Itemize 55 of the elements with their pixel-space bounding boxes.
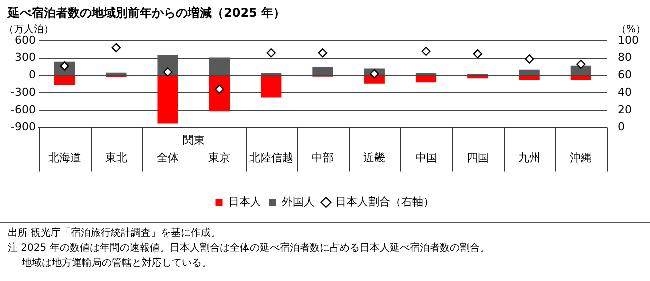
bar xyxy=(54,76,76,85)
bar xyxy=(519,76,540,80)
bar xyxy=(416,76,437,83)
legend-label: 日本人割合（右軸） xyxy=(335,195,434,208)
bar xyxy=(468,76,488,79)
point xyxy=(576,60,586,70)
y2-tick-label: 0 xyxy=(618,120,626,134)
y2-tick-label: 60 xyxy=(618,68,632,82)
point xyxy=(370,69,380,79)
x-tick-label: 九州 xyxy=(518,151,541,164)
point xyxy=(112,43,122,53)
text: 注 2025 年の数値は年間の速報値。日本人割合は全体の延べ宿泊者数に占める日本人延べ宿泊者数の割合。 xyxy=(8,242,491,256)
legend-label: 日本人 xyxy=(228,195,262,208)
text: 出所 観光庁「宿泊旅行統計調査」を基に作成。 xyxy=(8,226,222,241)
y-axis-title: （万人泊） xyxy=(4,24,54,36)
bar xyxy=(209,76,230,112)
bar xyxy=(158,76,178,124)
x-tick-label: 近畿 xyxy=(364,151,386,164)
x-tick-label: 中国 xyxy=(415,151,438,164)
y2-tick-label: 80 xyxy=(618,51,632,64)
y-tick-label: 600 xyxy=(14,34,36,47)
y2-axis-title: （%） xyxy=(616,24,646,36)
y-tick-label: -300 xyxy=(10,86,36,99)
y-tick-label: -600 xyxy=(10,103,36,116)
x-tick-label: 沖縄 xyxy=(570,151,592,164)
text: 地域は地方運輸局の管轄と対応している。 xyxy=(21,256,213,271)
x-tick-label: 東京 xyxy=(208,151,231,164)
bar xyxy=(261,76,282,98)
y-tick-label: 300 xyxy=(14,51,36,64)
y2-tick-label: 20 xyxy=(618,103,632,116)
text: 関東 xyxy=(182,134,205,148)
x-tick-label: 四国 xyxy=(466,151,489,164)
bar xyxy=(312,67,334,76)
y-tick-label: -900 xyxy=(10,120,36,134)
y2-tick-label: 40 xyxy=(618,86,632,99)
x-tick-label: 全体 xyxy=(157,151,180,164)
bar xyxy=(570,66,592,76)
point xyxy=(422,46,431,56)
bar xyxy=(364,76,385,84)
point xyxy=(473,49,483,59)
bar xyxy=(209,58,230,76)
x-tick-label: 中部 xyxy=(312,151,334,164)
bar xyxy=(519,70,540,76)
x-tick-label: 東北 xyxy=(105,151,128,164)
point xyxy=(266,48,276,58)
bar xyxy=(570,76,592,80)
x-tick-label: 北陸信越 xyxy=(249,151,294,164)
point xyxy=(524,54,534,64)
legend-label: 外国人 xyxy=(282,195,315,208)
chart-title: 延べ宿泊者数の地域別前年からの増減（2025 年） xyxy=(6,5,287,22)
x-tick-label: 北海道 xyxy=(48,151,82,164)
y-tick-label: 0 xyxy=(28,68,36,82)
y2-tick-label: 100 xyxy=(618,34,640,47)
point xyxy=(163,68,173,77)
point xyxy=(318,48,328,58)
